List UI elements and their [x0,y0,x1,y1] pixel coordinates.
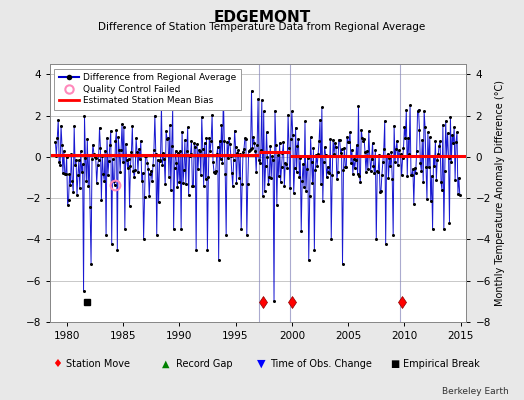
Y-axis label: Monthly Temperature Anomaly Difference (°C): Monthly Temperature Anomaly Difference (… [495,80,505,306]
Text: Time of Obs. Change: Time of Obs. Change [270,359,372,369]
Text: ♦: ♦ [52,359,62,369]
Text: ▲: ▲ [162,359,170,369]
Text: ■: ■ [390,359,400,369]
Legend: Difference from Regional Average, Quality Control Failed, Estimated Station Mean: Difference from Regional Average, Qualit… [54,68,241,110]
Text: Difference of Station Temperature Data from Regional Average: Difference of Station Temperature Data f… [99,22,425,32]
Text: Record Gap: Record Gap [176,359,232,369]
Text: Station Move: Station Move [66,359,129,369]
Text: ▼: ▼ [257,359,265,369]
Text: EDGEMONT: EDGEMONT [213,10,311,25]
Text: Berkeley Earth: Berkeley Earth [442,387,508,396]
Text: Empirical Break: Empirical Break [403,359,480,369]
